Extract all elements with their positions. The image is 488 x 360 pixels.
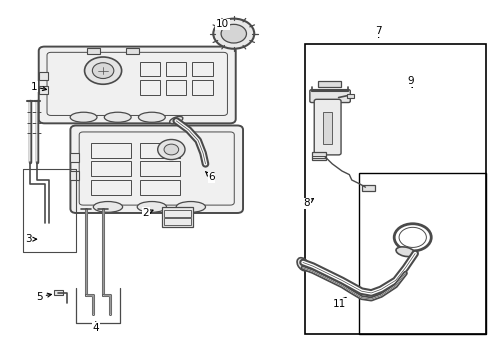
Ellipse shape — [104, 112, 131, 122]
Bar — [140, 161, 179, 176]
Bar — [165, 62, 186, 76]
Bar — [163, 218, 190, 225]
Bar — [346, 94, 353, 98]
Bar — [305, 44, 485, 334]
Text: 1: 1 — [30, 82, 46, 92]
Bar — [361, 185, 374, 192]
Text: 11: 11 — [332, 297, 346, 309]
Bar — [140, 80, 160, 95]
Text: 4: 4 — [92, 322, 99, 333]
FancyBboxPatch shape — [309, 90, 349, 103]
Ellipse shape — [176, 202, 205, 212]
Bar — [39, 72, 47, 80]
Bar — [322, 112, 331, 144]
Bar — [140, 180, 179, 195]
Bar — [163, 210, 190, 217]
Bar — [87, 48, 100, 54]
Circle shape — [84, 57, 122, 84]
Bar — [161, 207, 193, 226]
Bar — [39, 86, 47, 94]
Bar — [140, 62, 160, 76]
Text: 2: 2 — [142, 208, 153, 218]
Ellipse shape — [169, 116, 183, 124]
Circle shape — [158, 139, 184, 159]
Ellipse shape — [138, 112, 165, 122]
Circle shape — [163, 144, 178, 155]
Text: 10: 10 — [216, 19, 229, 30]
Text: 5: 5 — [36, 292, 51, 302]
Bar — [70, 171, 79, 180]
Text: 9: 9 — [406, 76, 413, 87]
Ellipse shape — [70, 112, 97, 122]
Bar — [358, 173, 485, 334]
FancyBboxPatch shape — [70, 126, 243, 213]
Text: 8: 8 — [303, 198, 313, 208]
Bar — [192, 62, 212, 76]
Ellipse shape — [93, 202, 122, 212]
Bar — [311, 152, 326, 160]
Bar — [91, 180, 131, 195]
Bar — [317, 81, 340, 87]
Bar — [192, 80, 212, 95]
Bar — [91, 143, 131, 158]
Ellipse shape — [296, 258, 308, 271]
FancyBboxPatch shape — [39, 46, 235, 123]
FancyBboxPatch shape — [314, 99, 340, 155]
Text: 3: 3 — [25, 234, 37, 244]
Ellipse shape — [395, 247, 414, 257]
Circle shape — [92, 63, 114, 78]
Bar — [91, 161, 131, 176]
Bar — [140, 143, 179, 158]
Circle shape — [221, 24, 246, 43]
Ellipse shape — [137, 202, 166, 212]
Bar — [70, 153, 79, 162]
Circle shape — [213, 19, 254, 49]
Bar — [54, 290, 63, 295]
Text: 6: 6 — [205, 171, 214, 182]
Bar — [126, 48, 139, 54]
Text: 7: 7 — [374, 26, 381, 37]
Bar — [165, 80, 186, 95]
